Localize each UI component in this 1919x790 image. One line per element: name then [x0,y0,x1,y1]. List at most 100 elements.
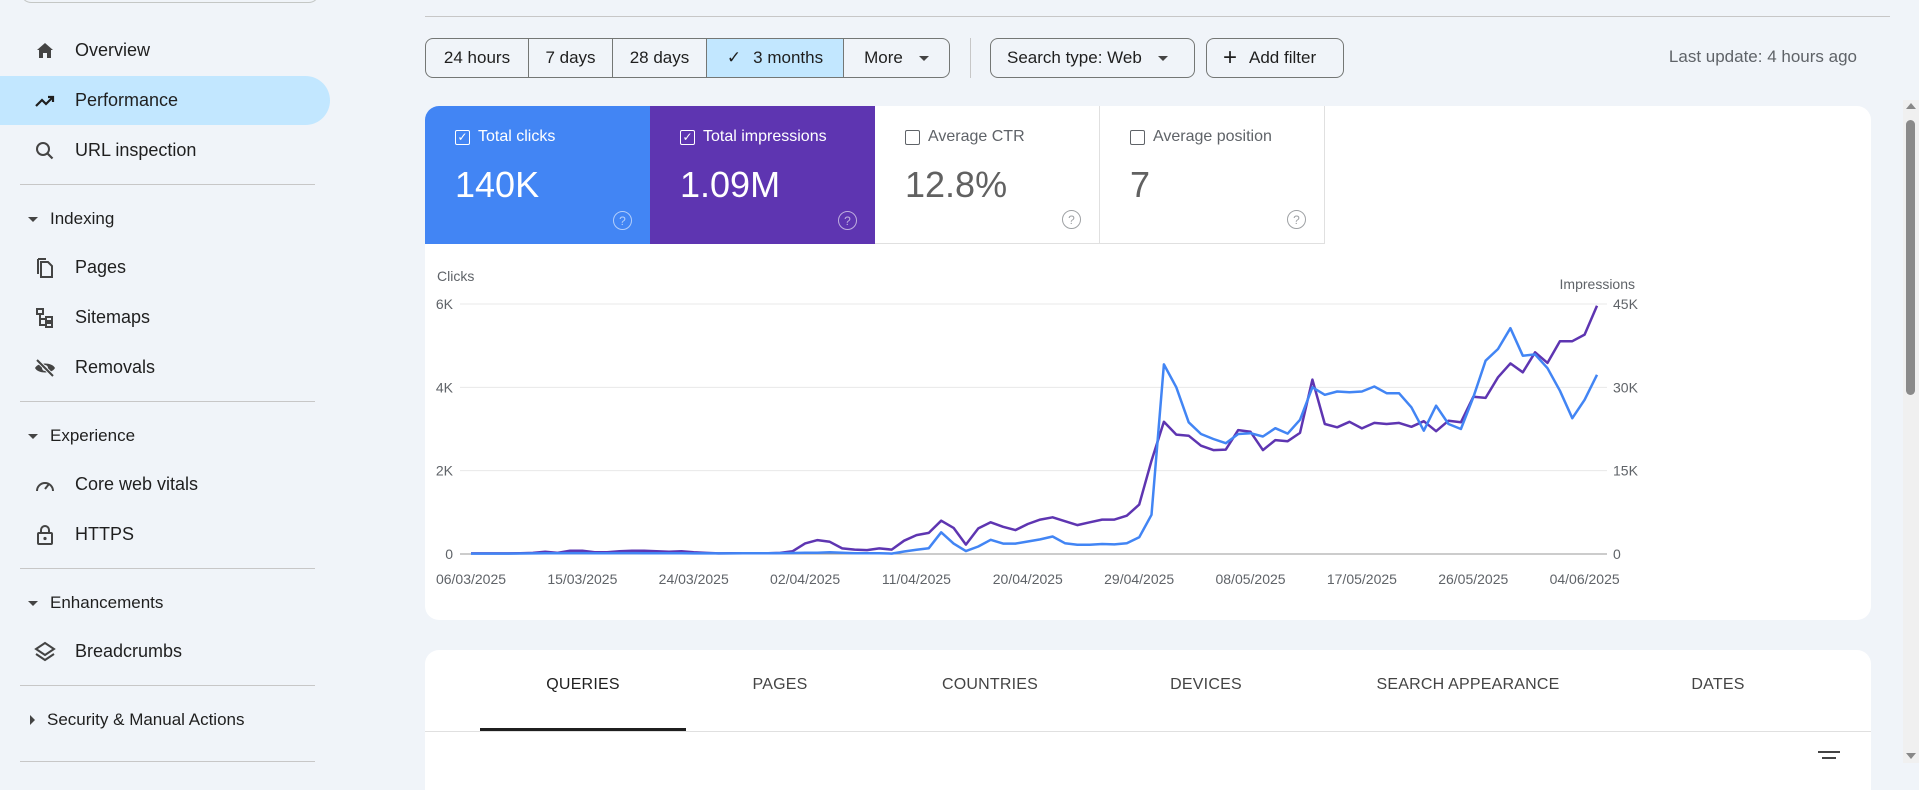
tab-queries[interactable]: QUERIES [546,676,620,693]
scroll-down-icon[interactable] [1906,753,1916,759]
sidebar-item-sitemaps[interactable]: Sitemaps [0,293,330,342]
checkbox-checked-icon[interactable]: ✓ [680,129,695,145]
y-tick-right: 30K [1613,379,1639,395]
caret-down-icon [918,55,929,61]
caret-down-icon [28,600,38,606]
metric-label: Total impressions [703,128,827,145]
section-label: Experience [50,426,136,445]
y-tick-left: 6K [436,296,454,312]
sidebar-item-label: Core web vitals [75,474,199,494]
last-update-text: Last update: 4 hours ago [1668,47,1857,66]
section-indexing[interactable]: Indexing [0,199,330,239]
help-icon[interactable]: ? [1062,210,1081,229]
x-tick-label: 04/06/2025 [1550,571,1620,587]
sidebar-item-label: Sitemaps [75,307,151,327]
sidebar-item-label: Pages [75,257,127,277]
eye-off-icon [33,356,57,380]
x-tick-label: 02/04/2025 [770,571,840,587]
checkbox-icon[interactable] [1130,129,1145,145]
section-experience[interactable]: Experience [0,416,330,456]
sidebar-item-overview[interactable]: Overview [0,26,330,75]
range-24-hours[interactable]: 24 hours [426,39,529,77]
help-icon[interactable]: ? [613,211,632,230]
x-tick-label: 06/03/2025 [436,571,506,587]
sidebar-item-removals[interactable]: Removals [0,343,330,392]
section-enhancements[interactable]: Enhancements [0,583,330,623]
metric-total-clicks[interactable]: ✓ Total clicks 140K? [425,106,650,244]
checkbox-checked-icon[interactable]: ✓ [455,129,470,145]
help-icon[interactable]: ? [838,211,857,230]
sidebar-item-pages[interactable]: Pages [0,243,330,292]
sidebar-item-url-inspection[interactable]: URL inspection [0,126,330,175]
home-icon [33,39,57,63]
tab-pages[interactable]: PAGES [752,676,808,693]
metric-label: Average CTR [928,128,1025,145]
date-range-selector: 24 hours 7 days 28 days ✓ 3 months More [425,38,950,78]
help-icon[interactable]: ? [1287,210,1306,229]
metric-value: 140K [455,164,540,205]
sitemap-icon [33,306,57,330]
sidebar-item-https[interactable]: HTTPS [0,510,330,559]
caret-down-icon [28,216,38,222]
scrollbar[interactable] [1903,100,1919,763]
x-tick-label: 20/04/2025 [993,571,1063,587]
trending-up-icon [33,89,57,113]
tab-countries[interactable]: COUNTRIES [941,676,1039,693]
metric-value: 1.09M [680,164,781,205]
y-axis-label-left: Clicks [437,268,474,284]
series-line-clicks [471,326,1599,555]
add-filter-label: Add filter [1249,48,1317,67]
speed-icon [33,473,57,497]
metric-average-position[interactable]: Average position 7? [1100,106,1325,244]
sidebar-item-performance[interactable]: Performance [0,76,330,125]
scrollbar-thumb[interactable] [1906,120,1915,395]
y-tick-right: 15K [1613,463,1639,479]
range-28-days[interactable]: 28 days [613,39,707,77]
sidebar-item-label: Breadcrumbs [75,641,183,661]
sidebar-item-label: Overview [75,40,151,60]
tab-search-appearance[interactable]: SEARCH APPEARANCE [1376,676,1560,693]
filter-rows-icon[interactable] [1818,751,1840,763]
range-label: 3 months [753,48,824,67]
metric-average-ctr[interactable]: Average CTR 12.8%? [875,106,1100,244]
sidebar-item-label: URL inspection [75,140,197,160]
x-tick-label: 26/05/2025 [1438,571,1508,587]
scroll-up-icon[interactable] [1906,103,1916,109]
lock-icon [33,523,57,547]
checkbox-icon[interactable] [905,129,920,145]
search-box[interactable] [20,0,320,3]
metric-label: Total clicks [478,128,556,145]
plus-icon: + [1223,44,1238,71]
y-tick-right: 0 [1613,546,1621,562]
search-icon [33,139,57,163]
tab-dates[interactable]: DATES [1691,676,1745,693]
y-tick-left: 4K [436,379,454,395]
header-divider [425,16,1890,17]
sidebar-item-label: Performance [75,90,179,110]
performance-chart: Clicks Impressions 0 0 2K 15K 4K 30K 6K 45K 06/03/… [436,268,1639,587]
y-axis-label-right: Impressions [1560,276,1635,292]
sidebar-item-core-web-vitals[interactable]: Core web vitals [0,460,330,509]
range-more-dropdown[interactable]: More [844,39,949,77]
metric-total-impressions[interactable]: ✓ Total impressions 1.09M? [650,106,875,244]
x-tick-label: 08/05/2025 [1215,571,1285,587]
y-tick-left: 0 [445,546,453,562]
sidebar-item-label: Removals [75,357,156,377]
tabs-divider [425,731,1871,732]
metric-value: 7 [1130,164,1151,205]
tab-devices[interactable]: DEVICES [1170,676,1242,693]
sidebar-item-breadcrumbs[interactable]: Breadcrumbs [0,627,330,676]
series-line-impressions [471,305,1599,555]
range-3-months[interactable]: ✓ 3 months [707,39,844,77]
x-tick-label: 29/04/2025 [1104,571,1174,587]
search-type-dropdown[interactable]: Search type: Web [990,38,1195,78]
add-filter-button[interactable]: + Add filter [1206,38,1344,78]
pages-icon [33,256,57,280]
sidebar-divider [20,401,315,402]
range-7-days[interactable]: 7 days [529,39,613,77]
section-security-manual-actions[interactable]: Security & Manual Actions [0,700,330,740]
x-tick-label: 24/03/2025 [659,571,729,587]
metric-value: 12.8% [905,164,1008,205]
range-label: More [864,48,903,67]
x-tick-label: 17/05/2025 [1327,571,1397,587]
